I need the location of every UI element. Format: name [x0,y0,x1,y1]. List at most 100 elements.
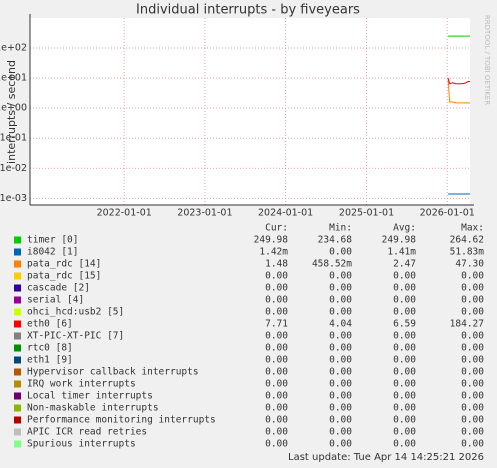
series-line [447,78,471,104]
stat-value: 184.27 [450,319,484,330]
plot-area [30,18,470,205]
series-line [447,77,471,85]
stat-value: 0.00 [265,391,288,402]
legend-label: XT-PIC-XT-PIC [7] [27,331,124,342]
stat-value: 0.00 [393,343,416,354]
stat-value: 264.62 [450,235,484,246]
stat-value: 0.00 [393,283,416,294]
stat-value: 4.04 [329,319,352,330]
stat-value: 0.00 [265,295,288,306]
stat-value: 0.00 [265,331,288,342]
stat-value: 0.00 [329,343,352,354]
stat-value: 0.00 [393,439,416,450]
stat-value: 1.42m [259,247,288,258]
x-tick-label: 2025-01-01 [339,208,394,219]
stat-value: 249.98 [254,235,289,246]
stat-value: 0.00 [393,271,416,282]
stat-value: 0.00 [265,271,288,282]
stat-value: 0.00 [393,331,416,342]
stat-value: 0.00 [393,307,416,318]
legend-swatch [14,284,21,292]
chart-title: Individual interrupts - by fiveyears [136,3,360,18]
legend-label: serial [4] [27,295,84,306]
legend-label: IRQ work interrupts [27,379,136,390]
legend-label: i8042 [1] [27,247,78,258]
stat-value: 0.00 [329,295,352,306]
legend-swatch [14,428,21,436]
stat-value: 0.00 [393,391,416,402]
legend-label: APIC ICR read retries [27,427,147,438]
stat-value: 7.71 [265,319,288,330]
x-tick-label: 2026-01-01 [420,208,475,219]
legend-label: Non-maskable interrupts [27,403,159,414]
stat-value: 0.00 [461,367,484,378]
legend-swatch [14,344,21,352]
legend-swatch [14,380,21,388]
y-axis-label: interrupts / second [5,60,18,164]
watermark: RRDTOOL / TOBI OETIKER [483,15,491,105]
stat-value: 0.00 [461,439,484,450]
legend-swatch [14,332,21,340]
stat-value: 1.41m [387,247,416,258]
stat-value: 0.00 [329,439,352,450]
legend-swatch [14,368,21,376]
legend-label: Local timer interrupts [27,391,153,402]
legend-swatch [14,440,21,448]
stat-value: 0.00 [265,355,288,366]
stat-value: 0.00 [461,391,484,402]
legend-swatch [14,392,21,400]
stat-value: 0.00 [329,331,352,342]
y-tick-label: 1e-01 [0,133,27,144]
legend-swatch [14,296,21,304]
legend-label: Performance monitoring interrupts [27,415,216,426]
stat-value: 249.98 [382,235,417,246]
stat-value: 0.00 [329,415,352,426]
stat-value: 0.00 [393,403,416,414]
x-tick-label: 2023-01-01 [177,208,232,219]
stat-value: 0.00 [461,331,484,342]
column-header: Avg: [393,223,416,234]
legend-swatch [14,236,21,244]
legend-swatch [14,260,21,268]
stat-value: 0.00 [461,307,484,318]
stat-value: 0.00 [461,271,484,282]
stat-value: 0.00 [265,343,288,354]
stat-value: 0.00 [461,427,484,438]
stat-value: 0.00 [329,403,352,414]
stat-value: 0.00 [265,367,288,378]
stat-value: 0.00 [265,283,288,294]
y-tick-label: 1e-02 [0,163,27,174]
legend-label: pata_rdc [15] [27,271,101,282]
legend-label: rtc0 [8] [27,343,73,354]
stat-value: 0.00 [461,343,484,354]
stat-value: 0.00 [329,367,352,378]
stat-value: 0.00 [461,379,484,390]
stat-value: 0.00 [265,379,288,390]
stat-value: 0.00 [265,307,288,318]
stat-value: 0.00 [461,283,484,294]
stat-value: 0.00 [329,247,352,258]
legend-swatch [14,320,21,328]
legend-label: ohci_hcd:usb2 [5] [27,307,124,318]
stat-value: 6.59 [393,319,416,330]
stat-value: 0.00 [393,427,416,438]
stat-value: 0.00 [461,355,484,366]
stat-value: 0.00 [329,379,352,390]
stat-value: 2.47 [393,259,416,270]
y-tick-label: 1e+02 [0,43,27,54]
footer: Last update: Tue Apr 14 14:25:21 2026 [288,452,484,463]
legend-label: cascade [2] [27,283,90,294]
stat-value: 1.48 [265,259,288,270]
stat-value: 0.00 [393,355,416,366]
legend-label: pata_rdc [14] [27,259,101,270]
y-tick-label: 1e+00 [0,103,27,114]
legend-label: eth0 [6] [27,319,73,330]
legend-swatch [14,308,21,316]
column-header: Min: [329,223,352,234]
y-tick-label: 1e+01 [0,73,27,84]
legend-label: timer [0] [27,235,78,246]
stat-value: 0.00 [329,355,352,366]
stat-value: 0.00 [461,403,484,414]
legend-swatch [14,416,21,424]
